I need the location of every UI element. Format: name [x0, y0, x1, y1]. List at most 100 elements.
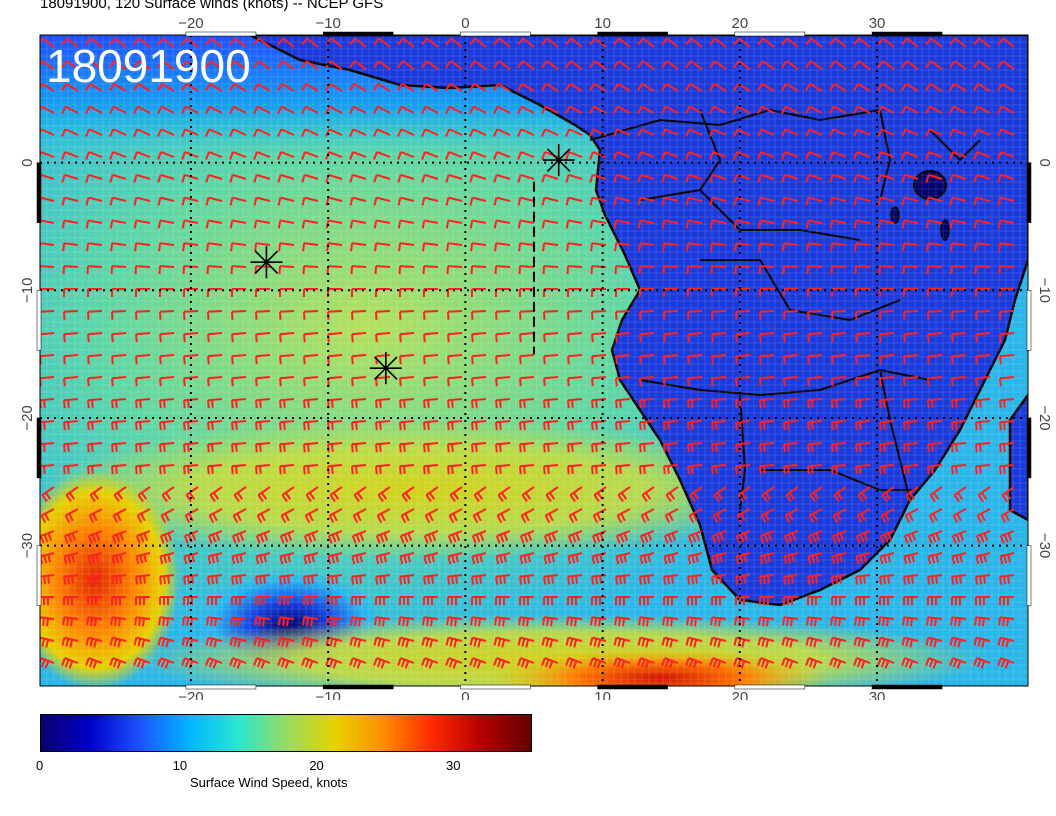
wind-barb [111, 310, 127, 320]
wind-barb [949, 657, 967, 669]
wind-barb [565, 151, 583, 160]
wind-barbs [40, 37, 1015, 669]
wind-barb [856, 508, 871, 524]
wind-barb [830, 595, 847, 605]
lon-label-bottom: 20 [731, 689, 748, 700]
wind-barb [375, 376, 391, 387]
wind-barb [853, 657, 871, 669]
wind-barb [205, 82, 223, 92]
wind-barb [109, 173, 127, 183]
wind-barb [709, 196, 727, 206]
wind-barb [661, 196, 679, 206]
wind-barb [639, 574, 655, 585]
wind-barb [661, 128, 679, 137]
wind-barb [711, 552, 727, 565]
wind-barb [977, 486, 991, 503]
wind-barb [109, 37, 127, 48]
wind-barb [205, 173, 223, 183]
wind-barb [805, 151, 823, 160]
wind-barb [157, 37, 175, 48]
wind-barb [40, 37, 55, 48]
wind-barb [928, 508, 943, 524]
wind-barb [255, 376, 271, 387]
wind-barb [613, 657, 631, 669]
wind-barb [589, 105, 607, 115]
wind-barb [998, 595, 1015, 605]
wind-barb [445, 60, 463, 70]
wind-barb [207, 464, 223, 475]
wind-barb [949, 151, 967, 160]
wind-barb [229, 37, 247, 48]
wind-barb [809, 486, 823, 503]
wind-barb [207, 398, 223, 409]
wind-barb [711, 442, 727, 453]
wind-barb [973, 219, 991, 229]
wind-barb [855, 398, 871, 409]
wind-barb [327, 574, 343, 585]
wind-map: −20 −20 −10 −10 0 0 10 10 20 20 30 30 0 0 −10 −10 −20 −20… [19, 15, 1053, 700]
wind-barb [927, 552, 943, 565]
wind-barb [951, 442, 967, 453]
wind-barb [829, 37, 847, 48]
wind-barb [86, 616, 103, 627]
wind-barb [469, 105, 487, 115]
wind-barb [591, 574, 607, 585]
wind-barb [782, 242, 799, 252]
wind-barb [112, 508, 127, 524]
wind-barb [567, 398, 583, 409]
wind-barb [63, 332, 79, 343]
wind-barb [277, 196, 295, 206]
wind-barb [637, 105, 655, 115]
wind-barb [471, 398, 487, 409]
wind-barb [686, 265, 703, 275]
wind-barb [589, 128, 607, 137]
wind-barb [589, 82, 607, 92]
wind-barb [111, 552, 127, 565]
wind-barb [663, 574, 679, 585]
wind-barb [855, 574, 871, 585]
wind-barb [61, 219, 79, 229]
lon-label-top: −20 [178, 15, 203, 32]
wind-barb [781, 173, 799, 183]
wind-barb [687, 376, 703, 387]
wind-barb [447, 552, 463, 565]
wind-barb [134, 265, 151, 275]
wind-barb [542, 287, 559, 297]
wind-barb [783, 530, 799, 544]
wind-barb [277, 636, 295, 648]
wind-barb [901, 128, 919, 137]
wind-barb [351, 574, 367, 585]
date-stamp: 18091900 [46, 40, 251, 92]
wind-barb [904, 508, 919, 524]
wind-barb [229, 657, 247, 669]
wind-barb [135, 398, 151, 409]
wind-barb [255, 464, 271, 475]
wind-barb [205, 128, 223, 137]
wind-barb [397, 60, 415, 70]
wind-barb [853, 82, 871, 92]
wind-barb [135, 376, 151, 387]
wind-barb [206, 265, 223, 275]
wind-barb [593, 486, 607, 503]
wind-barb [421, 105, 439, 115]
wind-barb [877, 151, 895, 160]
wind-barb [829, 105, 847, 115]
wind-barb [733, 151, 751, 160]
wind-barb [878, 616, 895, 627]
wind-barb [640, 508, 655, 524]
wind-barb [399, 552, 415, 565]
wind-barb [662, 595, 679, 605]
wind-barb [951, 464, 967, 475]
wind-barb [541, 196, 559, 206]
wind-barb [397, 173, 415, 183]
wind-barb [567, 464, 583, 475]
wind-barb [661, 636, 679, 648]
wind-barb [831, 420, 847, 431]
wind-barb [517, 219, 535, 229]
wind-barb [615, 420, 631, 431]
wind-barb [853, 128, 871, 137]
wind-barb [759, 376, 775, 387]
colorbar-tick-label: 0 [36, 758, 44, 773]
wind-barb [469, 196, 487, 206]
lon-label-top: 30 [869, 15, 886, 32]
